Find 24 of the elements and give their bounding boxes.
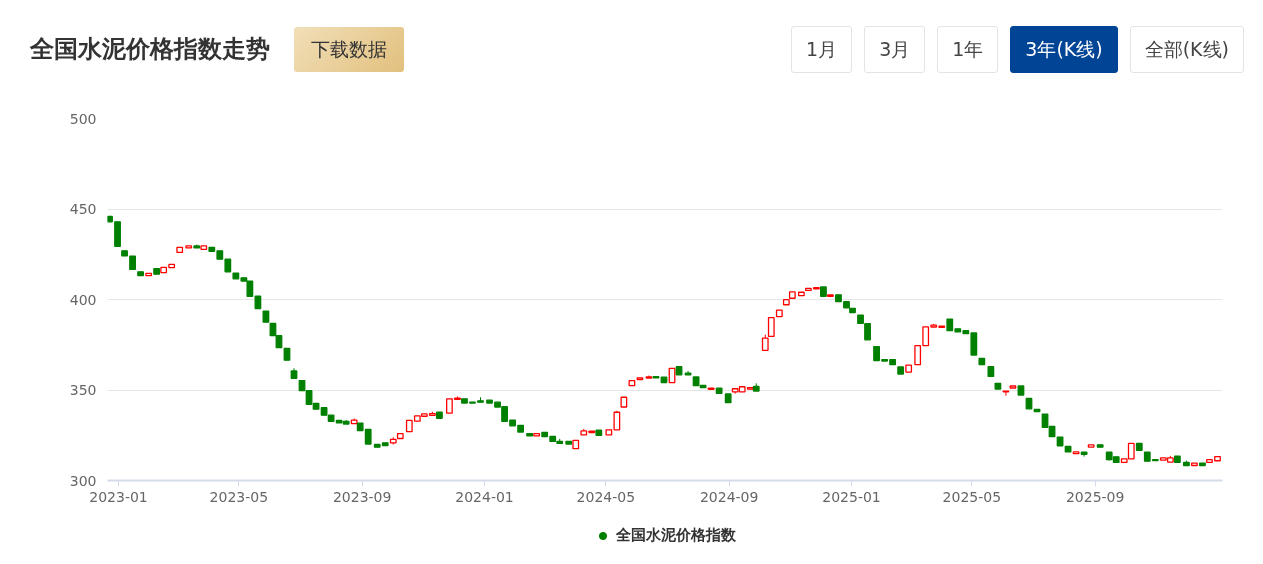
x-tick-label: 2025-01 (822, 488, 881, 505)
text: 1年 (937, 26, 999, 74)
text: 下载数据 (294, 27, 404, 73)
chart-title: 全国水泥价格指数走势 (30, 34, 270, 66)
text: 1月 (791, 26, 853, 74)
y-tick-label: 350 (69, 382, 97, 398)
x-tick-label: 2023-01 (89, 488, 148, 505)
y-tick-label: 450 (69, 201, 97, 217)
text: 全部(K线) (1129, 26, 1244, 74)
y-tick-label: 500 (69, 110, 97, 127)
x-tick-label: 2024-01 (455, 488, 514, 505)
y-tick-label: 400 (69, 291, 97, 308)
text: 3月 (864, 26, 926, 74)
text: 3年(K线) (1010, 26, 1118, 74)
x-tick-label: 2023-05 (209, 488, 269, 505)
x-tick-label: 2024-05 (576, 488, 636, 505)
candlestick (1080, 451, 1088, 458)
y-tick-label: 300 (69, 472, 97, 489)
x-tick-label: 2023-09 (332, 488, 392, 505)
x-tick-label: 2025-05 (942, 488, 1002, 505)
legend-label: 全国水泥价格指数 (616, 525, 736, 545)
candlestick (1002, 390, 1010, 397)
x-tick-label: 2025-09 (1065, 488, 1125, 505)
x-tick-label: 2024-09 (699, 488, 759, 505)
